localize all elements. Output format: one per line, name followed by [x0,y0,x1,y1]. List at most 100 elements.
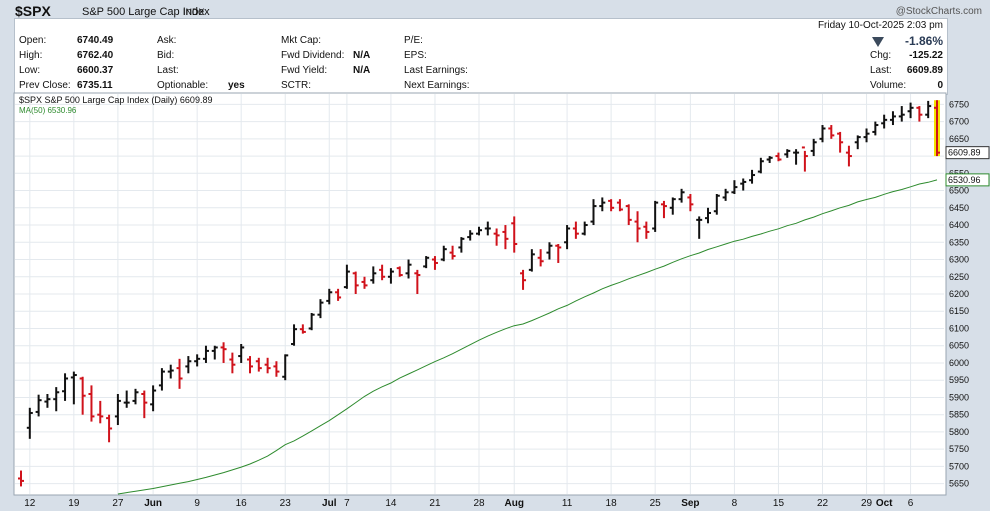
x-tick-label: 28 [473,498,485,509]
ohlc-bar [749,169,756,184]
ohlc-bar [502,225,509,250]
ohlc-bar [308,312,315,331]
exchange-label: INDX [183,7,205,17]
last-value: 6609.89 [906,65,943,76]
ohlc-bar [18,470,24,487]
ohlc-bar [291,324,298,346]
x-tick-label: 11 [562,498,573,509]
x-tick-label: 14 [385,498,397,509]
y-tick-label: 6350 [949,237,969,247]
ohlc-bar [863,128,870,143]
y-tick-label: 6650 [949,134,969,144]
ohlc-bar [194,354,201,367]
y-tick-label: 5800 [949,427,969,437]
y-tick-label: 5700 [949,461,969,471]
ohlc-bar [828,125,835,139]
ohlc-bar [299,324,306,334]
ohlc-bar [335,288,342,301]
ohlc-bar [484,221,491,236]
y-tick-label: 6500 [949,186,969,196]
chg-value: -125.22 [909,50,943,61]
ohlc-bar [97,400,104,424]
ohlc-bar [934,100,940,157]
ohlc-bar [493,228,500,246]
x-tick-label: Sep [681,498,699,509]
volume-label: Volume: [870,80,907,91]
y-axis: 5650 5700 5750 5800 5850 5900 5950 6000 6050 6100… [945,99,990,489]
open-value: 6740.49 [77,35,114,46]
y-tick-label: 5650 [949,479,969,489]
ohlc-bar [458,237,465,253]
ohlc-bar [678,188,685,203]
ohlc-bar [79,376,86,415]
ohlc-bar [229,352,236,374]
ohlc-bar [449,245,456,260]
ohlc-bar [801,146,808,172]
ohlc-bar [132,388,139,405]
x-tick-label: 7 [344,498,350,509]
ohlc-bar [396,266,403,277]
optionable-label: Optionable: [157,80,209,91]
y-tick-label: 6100 [949,323,969,333]
low-label: Low: [19,65,41,76]
ohlc-bar [150,385,157,412]
prev-close-value: 6735.11 [77,80,113,91]
ohlc-bar [845,145,852,167]
ohlc-bar [528,249,535,272]
y-tick-label: 6050 [949,341,969,351]
ohlc-bar [264,357,271,374]
ohlc-bar [854,135,861,150]
ohlc-bar [255,357,262,372]
ohlc-bar [326,288,333,305]
last-price-badge: 6609.89 [945,146,990,160]
ohlc-bar [26,407,33,439]
ohlc-bar [141,390,148,419]
ask-label: Ask: [157,35,177,46]
chg-label: Chg: [870,50,892,61]
fwd-yield-value: N/A [353,65,371,76]
fwd-dividend-label: Fwd Dividend: [281,50,345,61]
ohlc-bar [352,271,359,294]
ohlc-bar [414,269,421,294]
x-tick-label: 23 [280,498,292,509]
x-tick-label: Jun [144,498,162,509]
x-tick-label: Aug [505,498,524,509]
mkt-cap-label: Mkt Cap: [281,35,322,46]
ohlc-bar [722,188,729,201]
ma-value-badge: 6530.96 [945,173,990,187]
ohlc-bar [581,221,588,236]
index-name: S&P 500 Large Cap Index [82,6,210,18]
y-tick-label: 6300 [949,255,969,265]
last-earnings-label: Last Earnings: [404,65,468,76]
ohlc-bar [106,414,113,443]
y-tick-label: 6250 [949,272,969,282]
ohlc-bar [925,100,932,119]
y-tick-label: 6000 [949,358,969,368]
x-axis: 12 19 27 Jun 9 16 23 Jul 7 14 21 28 Aug 11 18 25 Sep 8 15 2… [24,498,914,509]
ohlc-bar [35,394,42,417]
ohlc-bar [652,200,659,232]
y-tick-label: 5750 [949,444,969,454]
ohlc-bar [511,216,518,253]
eps-label: EPS: [404,50,427,61]
y-tick-label: 5900 [949,392,969,402]
grid-lines [15,94,944,494]
ohlc-bar [687,194,694,212]
ohlc-bar [440,245,447,262]
ohlc-bar [555,244,562,263]
ohlc-bar [167,364,174,379]
ohlc-bar [766,156,773,163]
ohlc-bar [608,199,615,212]
fwd-yield-label: Fwd Yield: [281,65,328,76]
ohlc-bar [282,354,289,381]
x-tick-label: 9 [194,498,200,509]
ohlc-bar [370,266,377,284]
y-tick-label: 6400 [949,220,969,230]
ohlc-bar [705,207,711,224]
ohlc-bar [176,358,183,389]
ohlc-bar [731,180,738,194]
ohlc-bar [405,259,412,279]
ohlc-bar [537,249,544,267]
